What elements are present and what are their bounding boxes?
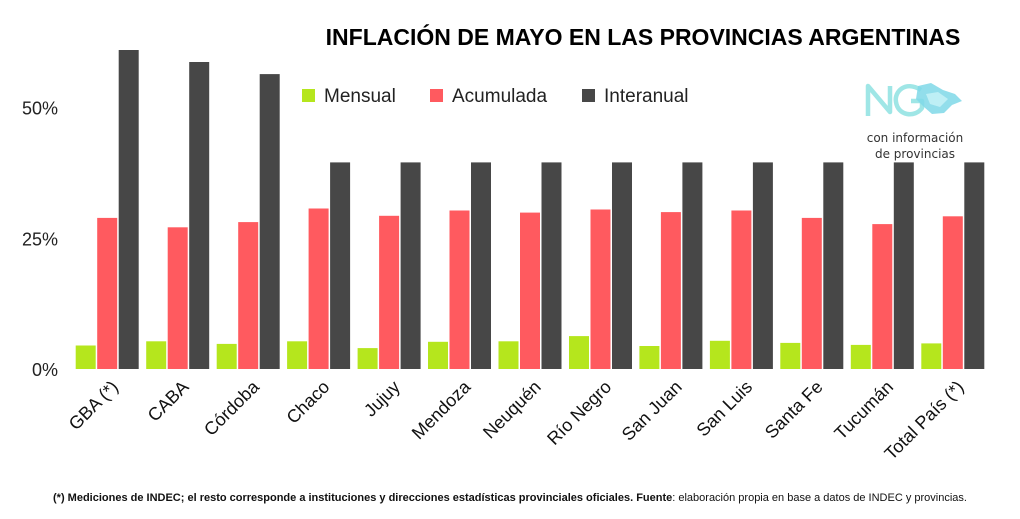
bar-acumulada-8 bbox=[660, 212, 681, 369]
bar-acumulada-10 bbox=[801, 217, 822, 369]
legend: Mensual Acumulada Interanual bbox=[302, 86, 689, 107]
y-tick-label: 25% bbox=[22, 229, 58, 249]
bar-acumulada-5 bbox=[449, 210, 470, 369]
bar-mensual-11 bbox=[850, 344, 871, 369]
bar-acumulada-3 bbox=[308, 208, 329, 369]
bar-interanual-12 bbox=[964, 162, 985, 369]
x-tick-label: San Juan bbox=[618, 377, 686, 445]
ng-logo-icon bbox=[865, 83, 962, 117]
bar-acumulada-9 bbox=[731, 210, 752, 369]
x-axis-labels: GBA (*) CABA Córdoba Chaco Jujuy Mendoza Neuqu… bbox=[65, 376, 968, 464]
footnote-rest: : elaboración propia en base a datos de … bbox=[672, 492, 967, 504]
bar-mensual-3 bbox=[287, 341, 308, 369]
bar-interanual-1 bbox=[189, 62, 210, 369]
bar-interanual-4 bbox=[400, 162, 421, 369]
bars bbox=[75, 50, 985, 369]
bar-mensual-7 bbox=[569, 336, 589, 369]
bar-mensual-10 bbox=[780, 342, 801, 369]
x-tick-label: Jujuy bbox=[360, 377, 404, 421]
y-axis-ticks: 0% 25% 50% bbox=[22, 99, 58, 380]
bar-mensual-5 bbox=[428, 341, 448, 369]
x-tick-label: San Luis bbox=[693, 377, 757, 441]
x-tick-label: Río Negro bbox=[543, 377, 615, 449]
bar-interanual-7 bbox=[612, 162, 632, 369]
bar-mensual-9 bbox=[709, 340, 730, 369]
bar-interanual-5 bbox=[471, 162, 491, 369]
bar-acumulada-2 bbox=[238, 222, 259, 369]
bar-acumulada-7 bbox=[590, 209, 611, 369]
bar-interanual-10 bbox=[823, 162, 844, 369]
x-tick-label: CABA bbox=[144, 377, 193, 426]
bar-acumulada-12 bbox=[942, 216, 963, 369]
bar-acumulada-6 bbox=[520, 212, 540, 369]
bar-mensual-4 bbox=[357, 348, 378, 369]
x-tick-label: Chaco bbox=[283, 377, 334, 428]
bar-mensual-0 bbox=[75, 345, 96, 369]
x-tick-label: Córdoba bbox=[200, 376, 264, 440]
x-tick-label: Neuquén bbox=[479, 377, 545, 443]
x-tick-label: Santa Fe bbox=[761, 377, 827, 443]
y-tick-label: 50% bbox=[22, 99, 58, 119]
bar-mensual-12 bbox=[921, 343, 942, 369]
legend-swatch-interanual bbox=[582, 89, 595, 102]
bar-interanual-3 bbox=[330, 162, 351, 369]
x-tick-label: GBA (*) bbox=[65, 377, 122, 434]
legend-swatch-mensual bbox=[302, 89, 315, 102]
bar-interanual-0 bbox=[118, 50, 139, 369]
bar-interanual-11 bbox=[893, 162, 914, 369]
bar-interanual-2 bbox=[259, 74, 280, 369]
bar-acumulada-0 bbox=[97, 217, 118, 369]
bar-interanual-9 bbox=[752, 162, 773, 369]
logo-caption-line2: de provincias bbox=[875, 147, 955, 161]
bar-mensual-2 bbox=[216, 343, 237, 369]
legend-label-mensual: Mensual bbox=[324, 86, 396, 107]
legend-label-interanual: Interanual bbox=[604, 86, 689, 107]
legend-label-acumulada: Acumulada bbox=[452, 86, 547, 107]
y-tick-label: 0% bbox=[32, 360, 58, 380]
logo-caption-line1: con información bbox=[867, 131, 964, 145]
x-tick-label: Mendoza bbox=[408, 376, 475, 443]
bar-acumulada-4 bbox=[379, 215, 400, 369]
bar-acumulada-11 bbox=[872, 224, 893, 369]
bar-mensual-8 bbox=[639, 346, 660, 369]
footnote: (*) Mediciones de INDEC; el resto corres… bbox=[0, 492, 1020, 504]
footnote-bold: (*) Mediciones de INDEC; el resto corres… bbox=[53, 492, 673, 504]
bar-mensual-6 bbox=[498, 341, 519, 369]
bar-interanual-6 bbox=[541, 162, 562, 369]
chart-title: INFLACIÓN DE MAYO EN LAS PROVINCIAS ARGE… bbox=[326, 23, 961, 50]
logo: con información de provincias bbox=[865, 83, 964, 161]
bar-interanual-8 bbox=[682, 162, 703, 369]
x-tick-label: Tucumán bbox=[830, 377, 897, 444]
bar-acumulada-1 bbox=[167, 227, 188, 369]
bar-mensual-1 bbox=[146, 341, 167, 369]
legend-swatch-acumulada bbox=[430, 89, 443, 102]
